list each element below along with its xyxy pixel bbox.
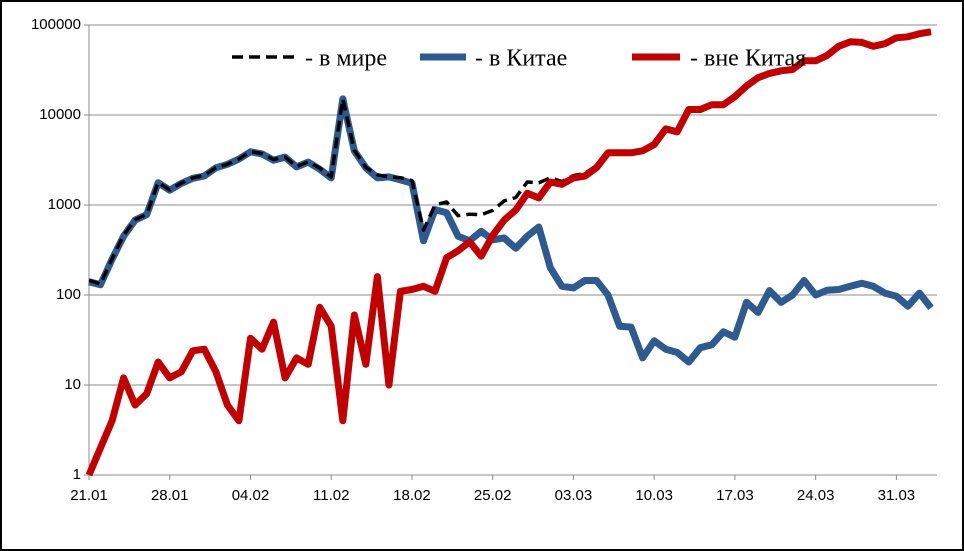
x-tick-label: 18.02 [393, 487, 431, 504]
x-tick-label: 21.01 [70, 487, 108, 504]
legend-label: - в мире [305, 46, 387, 72]
x-tick-label: 28.01 [151, 487, 189, 504]
y-tick-label: 1 [73, 466, 81, 483]
x-tick-label: 11.02 [313, 487, 349, 504]
legend-label: - вне Китая [690, 46, 806, 72]
y-tick-label: 10 [64, 376, 81, 393]
x-tick-label: 10.03 [635, 487, 673, 504]
y-tick-label: 1000 [48, 196, 81, 213]
x-tick-label: 03.03 [555, 487, 593, 504]
legend-label: - в Китае [475, 46, 567, 72]
x-tick-label: 17.03 [716, 487, 754, 504]
y-tick-label: 100000 [31, 16, 81, 33]
y-tick-label: 100 [56, 286, 81, 303]
x-tick-label: 24.03 [797, 487, 835, 504]
y-tick-label: 10000 [39, 106, 81, 123]
series-line [85, 28, 932, 477]
x-tick-label: 31.03 [878, 487, 916, 504]
x-tick-label: 25.02 [474, 487, 512, 504]
x-tick-label: 04.02 [232, 487, 270, 504]
